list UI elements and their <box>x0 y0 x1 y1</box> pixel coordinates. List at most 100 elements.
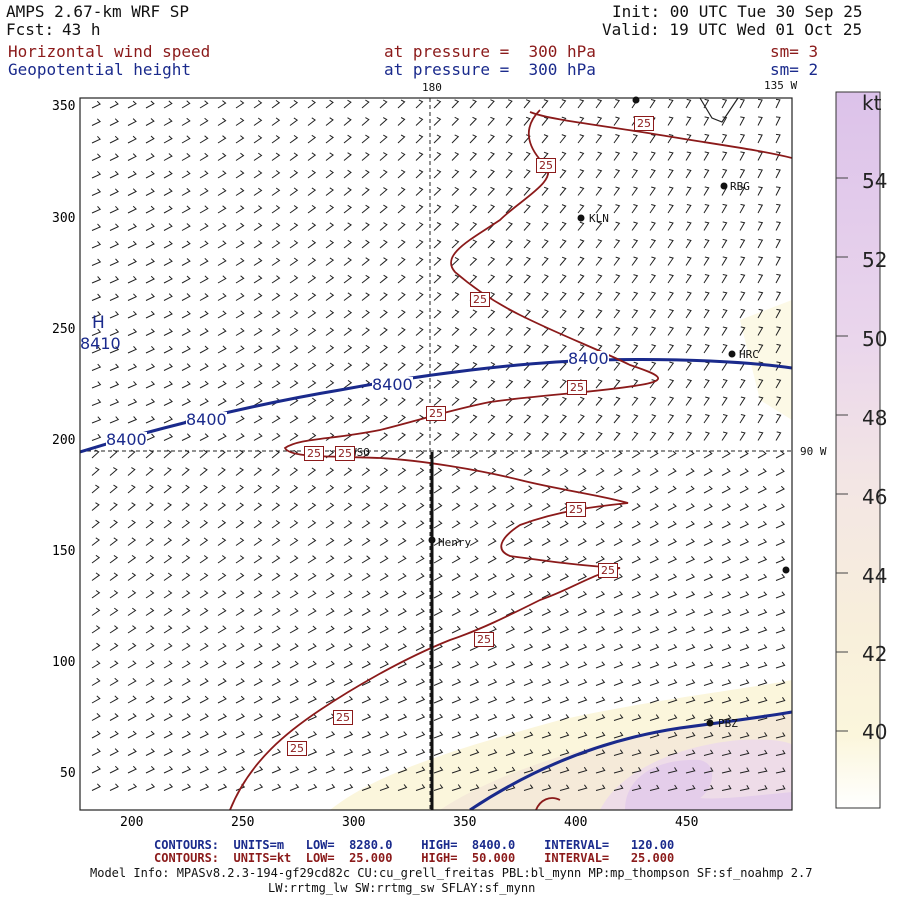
wind-barb <box>217 363 227 371</box>
wind-barb <box>631 661 642 669</box>
wind-barb <box>397 204 406 214</box>
wind-barb <box>685 134 692 144</box>
wind-barb <box>379 134 388 144</box>
wind-barb <box>379 467 389 476</box>
wind-barb <box>163 135 173 144</box>
wind-barb <box>109 449 118 459</box>
wind-barb <box>289 643 299 651</box>
wind-barb <box>109 484 118 494</box>
wind-barb <box>127 730 137 739</box>
wind-barb <box>667 291 674 301</box>
wind-barb <box>145 748 155 756</box>
wind-barb <box>631 151 638 161</box>
wind-barb <box>757 661 768 669</box>
wind-barb <box>739 784 750 791</box>
wind-barb <box>163 258 173 266</box>
field-2-level: at pressure = 300 hPa <box>384 60 596 79</box>
wind-barb <box>379 625 389 634</box>
wind-barb <box>667 396 675 406</box>
wind-barb <box>109 363 120 371</box>
wind-barb <box>415 660 426 669</box>
wind-barb <box>145 205 155 214</box>
colorbar-tick: 42 <box>862 642 888 666</box>
wind-barb <box>145 118 155 126</box>
wind-barb <box>685 696 696 704</box>
wind-barb <box>523 749 534 756</box>
wind-barb <box>235 152 245 161</box>
wind-barb <box>703 661 714 669</box>
wind-barb <box>199 678 209 686</box>
wind-barb <box>775 116 781 126</box>
wind-barb <box>433 274 442 284</box>
wind-barb <box>721 767 732 774</box>
wind-barb <box>703 379 710 389</box>
wind-barb <box>739 591 750 599</box>
wind-barb <box>667 309 675 319</box>
wind-barb <box>307 152 317 161</box>
wind-barb <box>199 502 209 511</box>
wind-barb <box>721 274 728 284</box>
wind-barb <box>739 238 746 249</box>
speed-contour-label: 25 <box>287 741 307 756</box>
wind-barb <box>91 572 101 581</box>
wind-barb <box>649 326 657 336</box>
wind-barb <box>271 310 281 319</box>
wind-barb <box>613 767 624 774</box>
wind-barb <box>307 572 317 581</box>
wind-barb <box>721 396 728 406</box>
wind-barb <box>487 784 498 791</box>
wind-barb <box>253 766 264 774</box>
wind-barb <box>379 485 389 494</box>
wind-barb <box>343 134 352 144</box>
wind-barb <box>415 204 424 214</box>
wind-barb <box>271 537 281 546</box>
x-tick: 400 <box>564 815 588 830</box>
wind-barb <box>541 221 549 231</box>
wind-barb <box>667 468 677 476</box>
wind-barb <box>379 152 388 161</box>
wind-barb <box>739 203 746 214</box>
wind-barb <box>775 396 782 406</box>
wind-barb <box>505 204 513 214</box>
wind-barb <box>91 241 102 249</box>
wind-barb <box>181 363 191 371</box>
wind-barb <box>271 205 281 214</box>
wind-barb <box>379 678 390 686</box>
wind-barb <box>559 99 567 109</box>
wind-barb <box>397 327 406 336</box>
wind-barb <box>379 696 390 704</box>
wind-barb <box>757 361 764 371</box>
wind-barb <box>343 344 353 354</box>
wind-barb <box>523 134 531 144</box>
wind-barb <box>703 186 710 196</box>
wind-barb <box>505 134 513 144</box>
wind-barb <box>613 520 623 529</box>
wind-barb <box>757 168 763 179</box>
wind-barb <box>163 188 173 196</box>
wind-barb <box>289 590 299 599</box>
wind-barb <box>487 608 497 616</box>
speed-contour-label: 25 <box>470 292 490 307</box>
wind-barb <box>649 99 656 109</box>
wind-barb <box>649 485 659 494</box>
wind-barb <box>361 555 371 564</box>
wind-barb <box>253 643 263 651</box>
wind-barb <box>685 468 695 476</box>
wind-barb <box>649 239 657 249</box>
wind-barb <box>289 152 299 161</box>
wind-barb <box>685 556 696 564</box>
wind-barb <box>523 696 534 704</box>
height-label: 8410 <box>80 334 121 353</box>
station-dot <box>632 96 640 104</box>
wind-barb <box>487 344 496 354</box>
wind-barb <box>595 467 605 476</box>
wind-barb <box>181 730 191 739</box>
wind-barb <box>415 397 424 406</box>
wind-barb <box>163 695 173 704</box>
wind-barb <box>127 258 137 266</box>
wind-barb <box>163 118 173 126</box>
wind-barb <box>469 221 478 231</box>
wind-barb <box>739 343 746 354</box>
wind-barb <box>325 169 334 179</box>
wind-barb <box>505 169 513 179</box>
